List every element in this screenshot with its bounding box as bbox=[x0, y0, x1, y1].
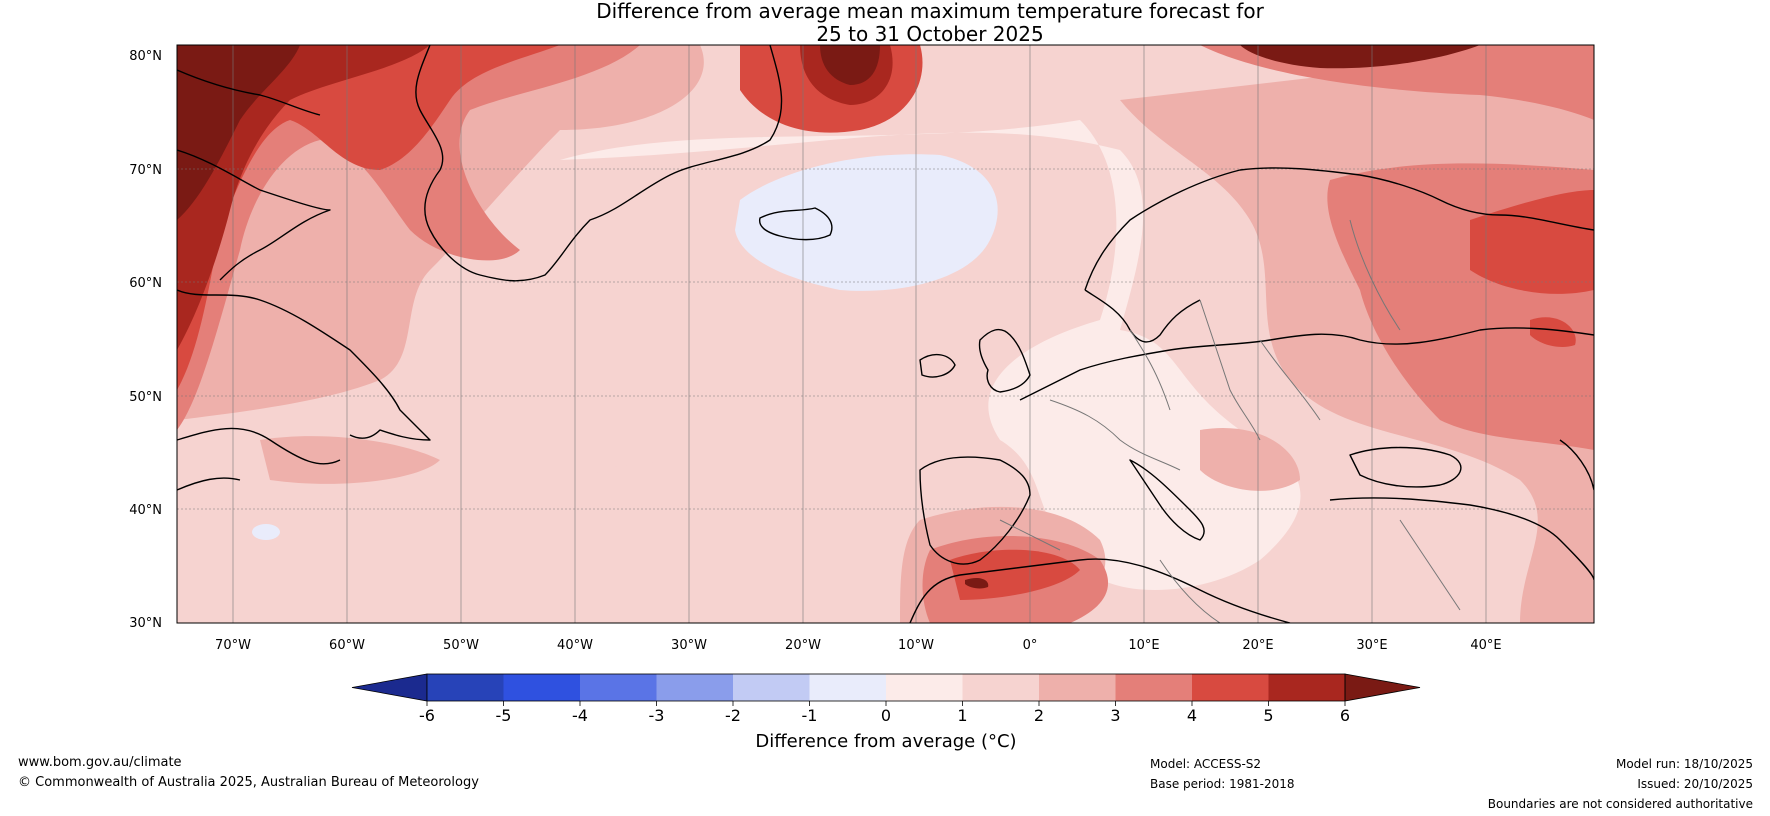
colorbar-cell bbox=[427, 674, 504, 701]
lon-label-0: 0° bbox=[1023, 638, 1038, 653]
website-link[interactable]: www.bom.gov.au/climate bbox=[18, 755, 182, 770]
disclaimer: Boundaries are not considered authoritat… bbox=[1487, 797, 1753, 811]
colorbar-tick-label: 5 bbox=[1263, 706, 1273, 725]
colorbar-tick-label: -3 bbox=[649, 706, 665, 725]
title-line-1: Difference from average mean maximum tem… bbox=[596, 0, 1264, 23]
lat-label-30n: 30°N bbox=[129, 616, 162, 631]
borders bbox=[999, 219, 1461, 623]
colorbar-tick-label: 4 bbox=[1187, 706, 1197, 725]
colorbar-extend-high bbox=[1344, 673, 1421, 702]
colorbar-tick-label: -4 bbox=[572, 706, 588, 725]
base-period: Base period: 1981-2018 bbox=[1150, 777, 1295, 791]
colorbar-tick-label: -5 bbox=[496, 706, 512, 725]
lat-label-50n: 50°N bbox=[129, 390, 162, 405]
graticule bbox=[177, 45, 1594, 623]
coastlines bbox=[177, 45, 1594, 623]
issued-date: Issued: 20/10/2025 bbox=[1637, 777, 1753, 791]
colorbar-extend-low bbox=[351, 673, 428, 702]
lat-label-70n: 70°N bbox=[129, 163, 162, 178]
model-name: Model: ACCESS-S2 bbox=[1150, 757, 1262, 771]
lon-label-20w: 20°W bbox=[785, 638, 821, 653]
lon-label-30w: 30°W bbox=[671, 638, 707, 653]
lat-label-60n: 60°N bbox=[129, 276, 162, 291]
copyright: © Commonwealth of Australia 2025, Austra… bbox=[18, 775, 479, 790]
colorbar-tick-label: 2 bbox=[1034, 706, 1044, 725]
lon-label-50w: 50°W bbox=[443, 638, 479, 653]
chart-title: Difference from average mean maximum tem… bbox=[0, 0, 1770, 46]
colorbar-cell bbox=[1268, 674, 1346, 701]
colorbar-tick-label: -2 bbox=[725, 706, 741, 725]
colorbar-tick-label: 1 bbox=[957, 706, 967, 725]
lon-label-70w: 70°W bbox=[215, 638, 251, 653]
lon-label-10w: 10°W bbox=[898, 638, 934, 653]
lon-label-10e: 10°E bbox=[1128, 638, 1159, 653]
lon-label-60w: 60°W bbox=[329, 638, 365, 653]
lon-label-40e: 40°E bbox=[1470, 638, 1501, 653]
lon-label-20e: 20°E bbox=[1242, 638, 1273, 653]
lat-label-40n: 40°N bbox=[129, 503, 162, 518]
colorbar-label: Difference from average (°C) bbox=[755, 731, 1016, 752]
colorbar-tick-label: 0 bbox=[881, 706, 891, 725]
lat-label-80n: 80°N bbox=[129, 49, 162, 64]
colorbar-cell bbox=[962, 674, 1040, 701]
colorbar-cell bbox=[1039, 674, 1116, 701]
lon-label-30e: 30°E bbox=[1356, 638, 1387, 653]
colorbar-cell bbox=[886, 674, 963, 701]
colorbar-tick-label: 6 bbox=[1340, 706, 1350, 725]
anomaly-field bbox=[177, 45, 1594, 623]
colorbar: -6 -5 -4 -3 -2 -1 0 1 2 3 4 5 6 Difference from aver… bbox=[351, 673, 1421, 752]
colorbar-cell bbox=[809, 674, 887, 701]
colorbar-cell bbox=[656, 674, 734, 701]
colorbar-cell bbox=[503, 674, 581, 701]
colorbar-cell bbox=[1115, 674, 1193, 701]
lon-label-40w: 40°W bbox=[557, 638, 593, 653]
map-frame bbox=[176, 44, 1595, 624]
colorbar-tick-label: -1 bbox=[802, 706, 818, 725]
title-line-2: 25 to 31 October 2025 bbox=[816, 22, 1044, 46]
colorbar-tick-label: -6 bbox=[419, 706, 435, 725]
colorbar-cell bbox=[733, 674, 810, 701]
colorbar-tick-label: 3 bbox=[1110, 706, 1120, 725]
model-run: Model run: 18/10/2025 bbox=[1615, 757, 1753, 771]
colorbar-cell bbox=[580, 674, 657, 701]
colorbar-cell bbox=[1192, 674, 1269, 701]
